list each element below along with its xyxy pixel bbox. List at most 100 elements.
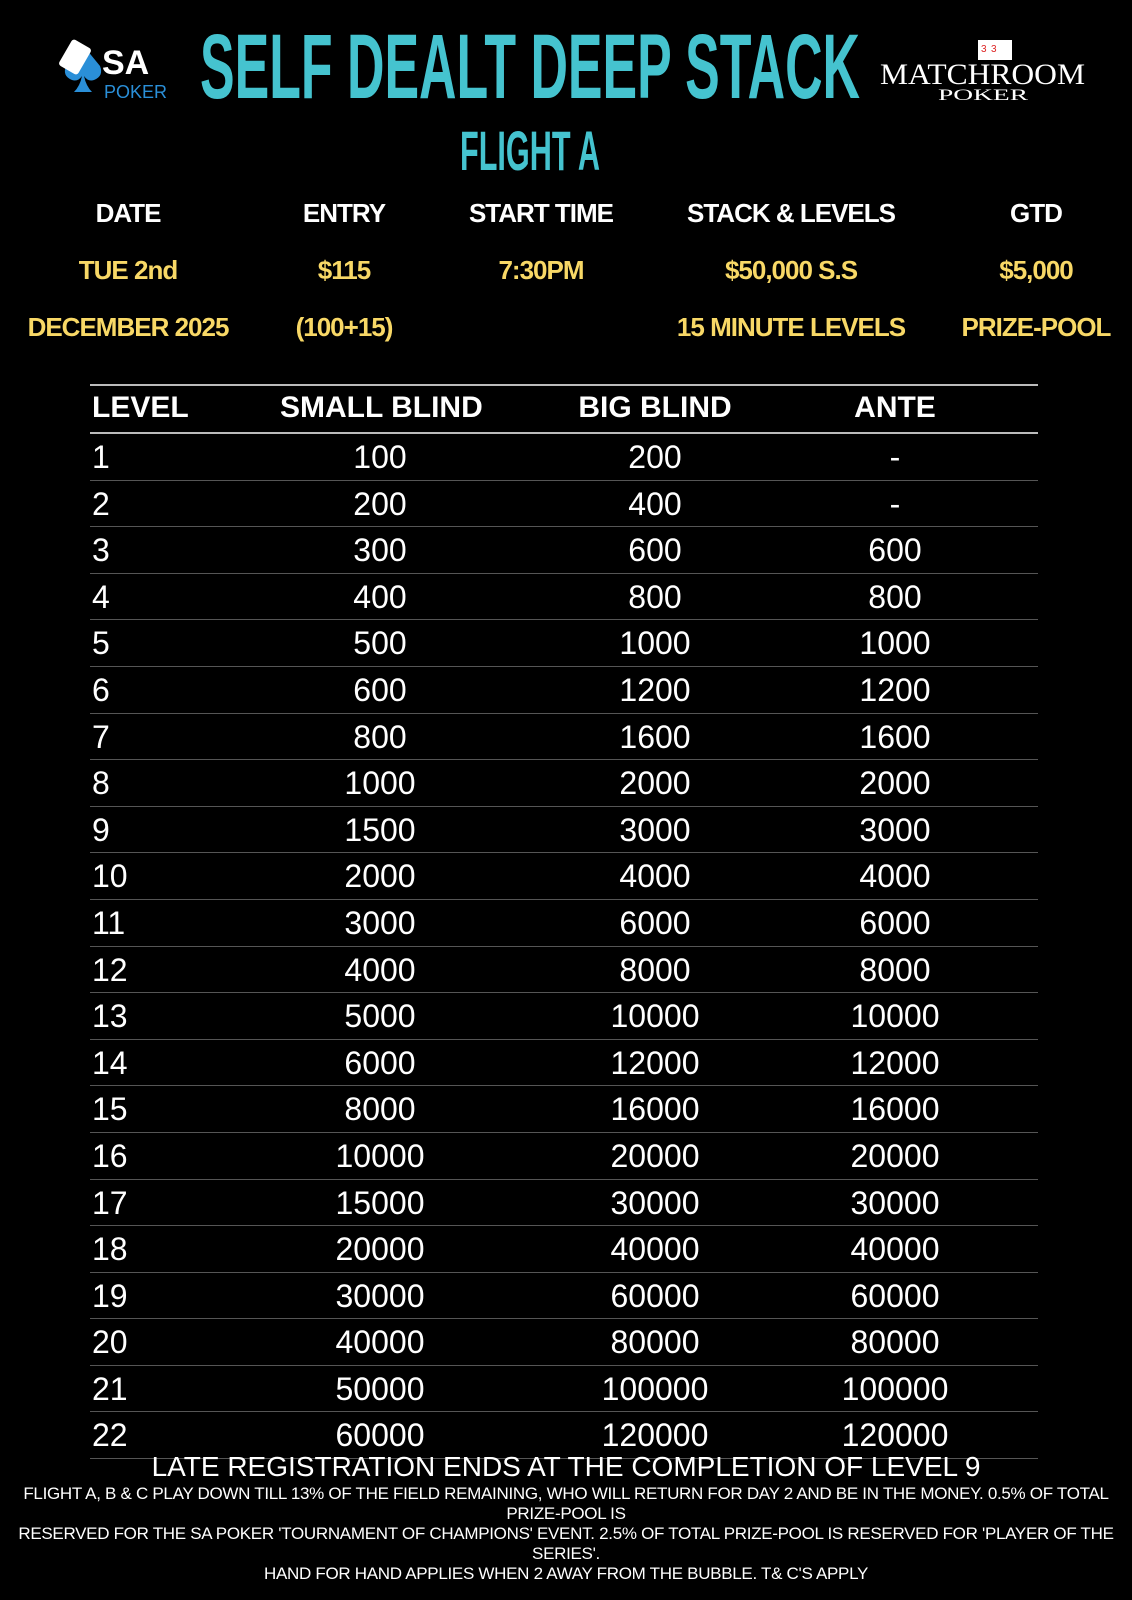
table-row: 17 15000 30000 30000 [90, 1180, 1038, 1227]
level-cell: 14 [92, 1044, 128, 1081]
svg-text:MATCHROOM: MATCHROOM [880, 58, 1085, 91]
event-title-text: SELF DEALT DEEP STACK [200, 16, 860, 110]
info-value: $50,000 S.S [724, 255, 858, 285]
big-blind-cell: 10000 [610, 998, 700, 1035]
info-value: $5,000 [999, 255, 1074, 285]
header-big-blind: BIG BLIND [578, 391, 732, 424]
small-blind-cell: 8000 [344, 1091, 416, 1128]
level-cell: 22 [92, 1417, 128, 1454]
info-value: $115 [317, 255, 371, 285]
header-ante: ANTE [854, 391, 936, 424]
small-blind-cell: 10000 [335, 1137, 425, 1174]
info-gtd: GTD $5,000 PRIZE-POOL [942, 185, 1130, 356]
ante-cell: 1000 [859, 625, 931, 662]
ante-cell: 1200 [859, 671, 931, 708]
ante-cell: 3000 [859, 811, 931, 848]
blind-structure-table: LEVEL SMALL BLIND BIG BLIND ANTE 1 100 200… [90, 384, 1038, 1460]
sa-poker-logo: SA POKER [52, 36, 182, 106]
info-value: (100+15) [295, 312, 394, 342]
big-blind-cell: 40000 [610, 1231, 700, 1268]
table-row: 9 1500 3000 3000 [90, 807, 1038, 854]
table-row: 22 60000 120000 120000 [90, 1412, 1038, 1460]
table-row: 18 20000 40000 40000 [90, 1226, 1038, 1273]
level-cell: 9 [92, 811, 110, 848]
small-blind-cell: 800 [353, 718, 407, 755]
info-label: STACK & LEVELS [687, 198, 896, 228]
ante-cell: 6000 [859, 904, 931, 941]
ante-cell: 10000 [850, 998, 940, 1035]
big-blind-cell: 1200 [619, 671, 691, 708]
small-blind-cell: 200 [353, 485, 407, 522]
level-cell: 11 [92, 904, 126, 941]
table-row: 5 500 1000 1000 [90, 620, 1038, 667]
info-value: DECEMBER 2025 [27, 312, 230, 342]
ante-cell: 600 [868, 532, 922, 569]
ante-cell: 30000 [850, 1184, 940, 1221]
table-row: 8 1000 2000 2000 [90, 760, 1038, 807]
big-blind-cell: 400 [628, 485, 682, 522]
big-blind-cell: 1600 [619, 718, 691, 755]
level-cell: 12 [92, 951, 128, 988]
level-cell: 13 [92, 998, 128, 1035]
table-row: 13 5000 10000 10000 [90, 993, 1038, 1040]
level-cell: 17 [92, 1184, 128, 1221]
table-row: 12 4000 8000 8000 [90, 947, 1038, 994]
level-cell: 4 [92, 578, 110, 615]
level-cell: 15 [92, 1091, 128, 1128]
big-blind-cell: 2000 [619, 765, 691, 802]
big-blind-cell: 20000 [610, 1137, 700, 1174]
table-row: 21 50000 100000 100000 [90, 1366, 1038, 1413]
small-blind-cell: 50000 [335, 1370, 425, 1407]
small-blind-cell: 600 [353, 671, 407, 708]
header-small-blind: SMALL BLIND [280, 391, 483, 424]
big-blind-cell: 60000 [610, 1277, 700, 1314]
ante-cell: 20000 [850, 1137, 940, 1174]
big-blind-cell: 800 [628, 578, 682, 615]
info-start-time: START TIME 7:30PM [442, 185, 640, 356]
table-row: 11 3000 6000 6000 [90, 900, 1038, 947]
level-cell: 3 [92, 532, 110, 569]
info-value: PRIZE-POOL [961, 312, 1112, 342]
small-blind-cell: 40000 [335, 1324, 425, 1361]
footer-note: FLIGHT A, B & C PLAY DOWN TILL 13% OF TH… [23, 1484, 1109, 1523]
small-blind-cell: 500 [353, 625, 407, 662]
svg-text:3: 3 [991, 44, 997, 55]
table-row: 6 600 1200 1200 [90, 667, 1038, 714]
small-blind-cell: 1000 [344, 765, 416, 802]
info-value: 7:30PM [498, 255, 584, 285]
table-row: 19 30000 60000 60000 [90, 1273, 1038, 1320]
small-blind-cell: 30000 [335, 1277, 425, 1314]
ante-cell: 12000 [850, 1044, 940, 1081]
level-cell: 1 [92, 439, 110, 475]
ante-cell: 1600 [859, 718, 931, 755]
ante-cell: 2000 [859, 765, 931, 802]
info-entry: ENTRY $115 (100+15) [258, 185, 430, 356]
ante-cell: 4000 [859, 858, 931, 895]
level-cell: 7 [92, 718, 110, 755]
ante-cell: 800 [868, 578, 922, 615]
small-blind-cell: 2000 [344, 858, 416, 895]
info-label: ENTRY [302, 198, 386, 228]
big-blind-cell: 200 [628, 439, 682, 475]
ante-cell: 16000 [850, 1091, 940, 1128]
small-blind-cell: 5000 [344, 998, 416, 1035]
table-row: 16 10000 20000 20000 [90, 1133, 1038, 1180]
level-cell: 16 [92, 1137, 128, 1174]
info-value: TUE 2nd [78, 255, 178, 285]
svg-text:POKER: POKER [104, 82, 167, 102]
level-cell: 19 [92, 1277, 128, 1314]
big-blind-cell: 30000 [610, 1184, 700, 1221]
ante-cell: 40000 [850, 1231, 940, 1268]
big-blind-cell: 100000 [601, 1370, 709, 1407]
svg-text:3: 3 [981, 44, 987, 55]
header-level: LEVEL [92, 391, 189, 424]
info-label: DATE [95, 198, 162, 228]
table-row: 14 6000 12000 12000 [90, 1040, 1038, 1087]
level-cell: 10 [92, 858, 128, 895]
small-blind-cell: 20000 [335, 1231, 425, 1268]
level-cell: 2 [92, 485, 110, 522]
info-value: 15 MINUTE LEVELS [676, 312, 906, 342]
big-blind-cell: 600 [628, 532, 682, 569]
ante-cell: - [889, 439, 901, 475]
level-cell: 8 [92, 765, 110, 802]
